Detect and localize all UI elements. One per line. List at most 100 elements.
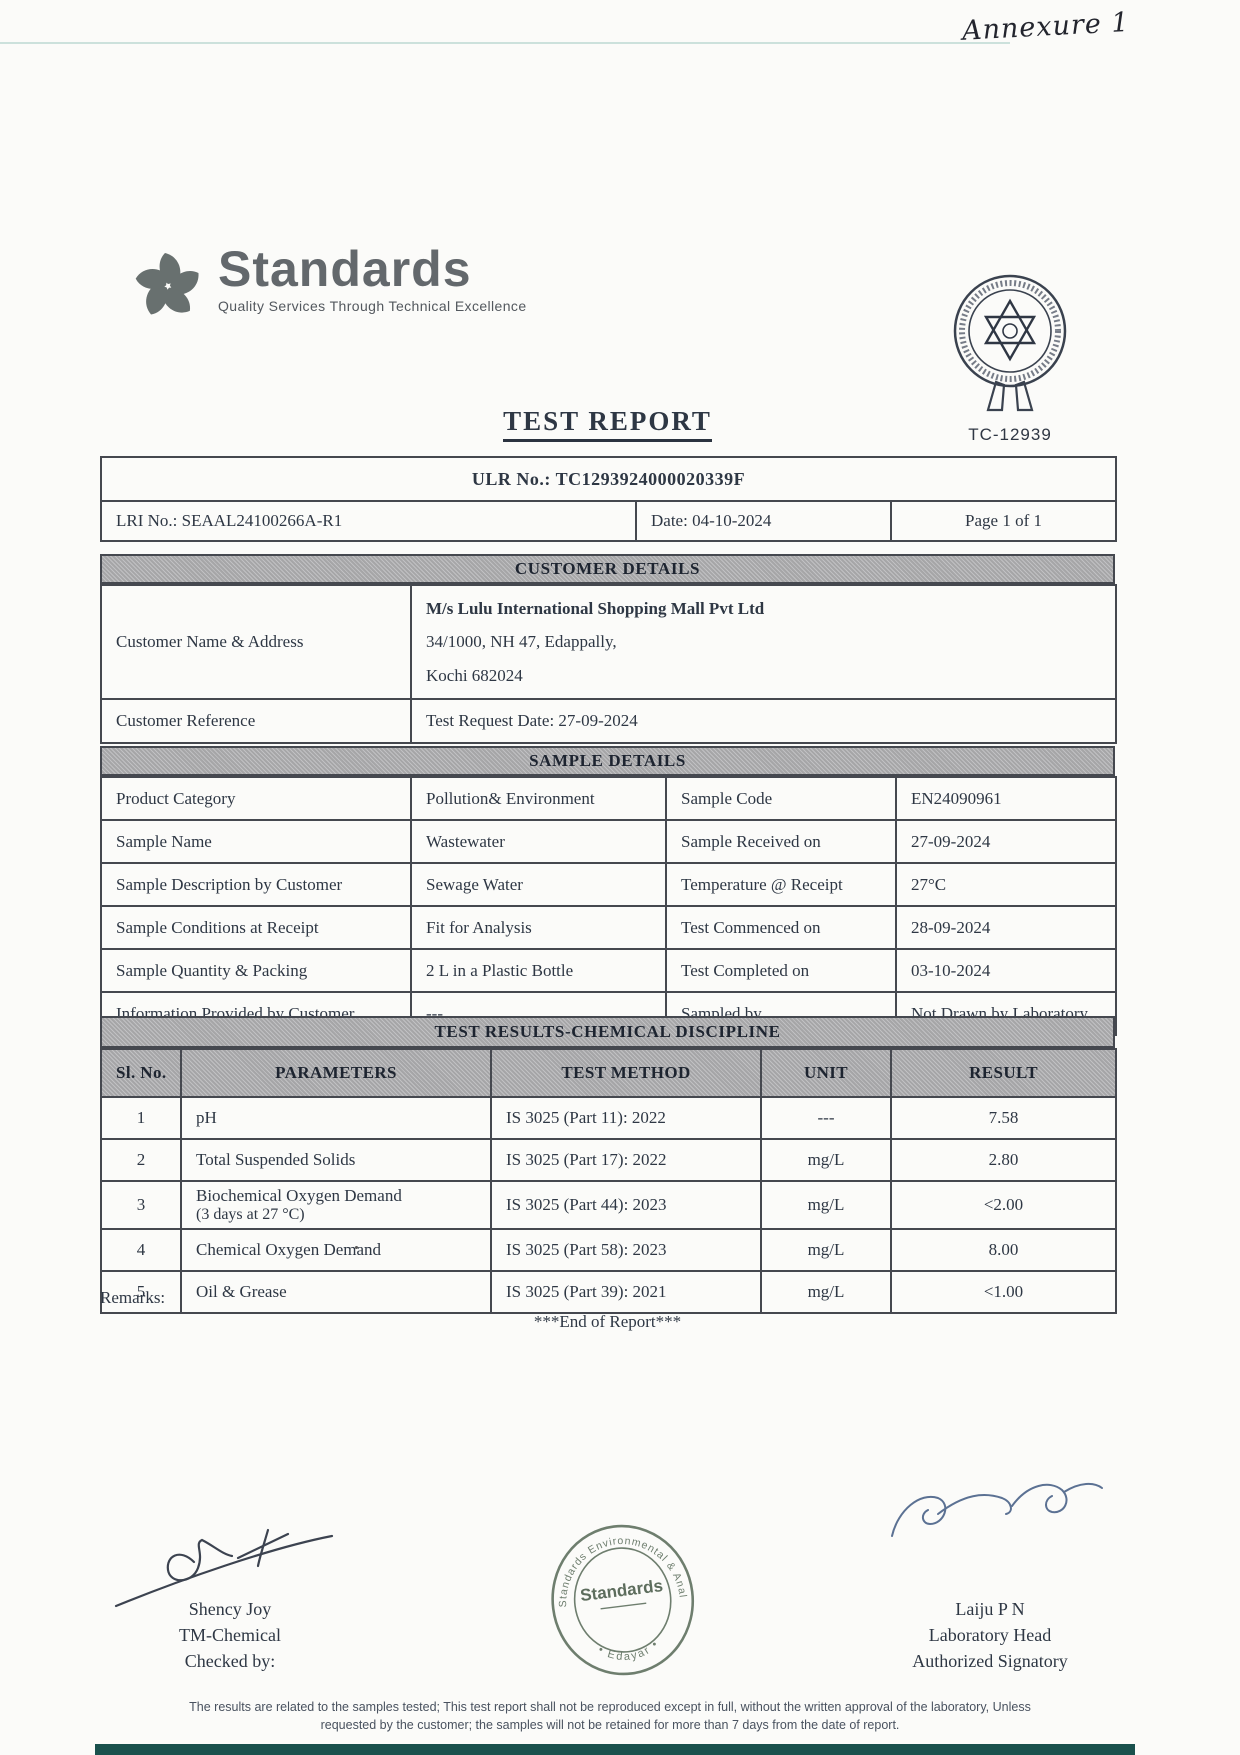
column-header-parameters: PARAMETERS	[180, 1048, 492, 1098]
authorized-signatory-block: Laiju P N Laboratory Head Authorized Sig…	[880, 1596, 1100, 1674]
customer-name-address: M/s Lulu International Shopping Mall Pvt…	[410, 584, 1117, 700]
report-title: TEST REPORT	[503, 406, 712, 442]
table-row: 2 Total Suspended Solids IS 3025 (Part 1…	[100, 1138, 1117, 1182]
sample-value: EN24090961	[895, 776, 1117, 821]
table-row: 4 Chemical Oxygen Demand IS 3025 (Part 5…	[100, 1228, 1117, 1272]
result-parameter: pH	[180, 1096, 492, 1140]
table-row: Sample Name Wastewater Sample Received o…	[100, 819, 1117, 864]
customer-reference-value: Test Request Date: 27-09-2024	[410, 698, 1117, 744]
sample-value: Fit for Analysis	[410, 905, 667, 950]
lab-logo: Standards Quality Services Through Techn…	[126, 244, 527, 328]
result-parameter: Chemical Oxygen Demand	[180, 1228, 492, 1272]
column-header-result: RESULT	[890, 1048, 1117, 1098]
page-indicator: Page 1 of 1	[889, 500, 1118, 542]
result-slno: 3	[100, 1180, 182, 1230]
scan-artifact-dot	[355, 1246, 358, 1249]
handwritten-annotation: Annexure 1	[961, 7, 1131, 47]
checked-by-block: Shency Joy TM-Chemical Checked by:	[120, 1596, 340, 1674]
table-row: 5 Oil & Grease IS 3025 (Part 39): 2021 m…	[100, 1270, 1117, 1314]
lri-number: LRI No.: SEAAL24100266A-R1	[100, 500, 637, 542]
table-row: Sample Quantity & Packing 2 L in a Plast…	[100, 948, 1117, 993]
customer-company-name: M/s Lulu International Shopping Mall Pvt…	[426, 599, 765, 619]
table-row: Sample Description by Customer Sewage Wa…	[100, 862, 1117, 907]
sample-value: 27°C	[895, 862, 1117, 907]
bottom-color-strip	[95, 1744, 1135, 1755]
scan-artifact-line	[0, 42, 1010, 44]
result-unit: mg/L	[760, 1270, 892, 1314]
table-row: 1 pH IS 3025 (Part 11): 2022 --- 7.58	[100, 1096, 1117, 1140]
sample-label: Sample Name	[100, 819, 412, 864]
signatory-caption: Checked by:	[184, 1651, 276, 1672]
result-value: <1.00	[890, 1270, 1117, 1314]
sample-value: 27-09-2024	[895, 819, 1117, 864]
result-parameter: Biochemical Oxygen Demand (3 days at 27 …	[180, 1180, 492, 1230]
result-method: IS 3025 (Part 58): 2023	[490, 1228, 762, 1272]
result-method: IS 3025 (Part 17): 2022	[490, 1138, 762, 1182]
remarks-label: Remarks:	[100, 1288, 166, 1307]
report-date: Date: 04-10-2024	[635, 500, 892, 542]
sample-label: Test Completed on	[665, 948, 897, 993]
logo-tagline: Quality Services Through Technical Excel…	[218, 298, 527, 314]
result-method: IS 3025 (Part 44): 2023	[490, 1180, 762, 1230]
sample-details-table: Product Category Pollution& Environment …	[100, 776, 1117, 1036]
result-value: 2.80	[890, 1138, 1117, 1182]
customer-details-table: Customer Name & Address M/s Lulu Interna…	[100, 584, 1117, 744]
customer-reference-label: Customer Reference	[100, 698, 412, 744]
end-of-report: ***End of Report***	[533, 1312, 682, 1331]
signatory-role: TM-Chemical	[179, 1625, 281, 1646]
column-header-slno: Sl. No.	[100, 1048, 182, 1098]
customer-address-line1: 34/1000, NH 47, Edappally,	[426, 632, 617, 652]
sample-value: Sewage Water	[410, 862, 667, 907]
result-value: <2.00	[890, 1180, 1117, 1230]
test-results-table: Sl. No. PARAMETERS TEST METHOD UNIT RESU…	[100, 1048, 1117, 1314]
sample-label: Sample Quantity & Packing	[100, 948, 412, 993]
sample-label: Product Category	[100, 776, 412, 821]
sample-value: Wastewater	[410, 819, 667, 864]
customer-name-label: Customer Name & Address	[100, 584, 412, 700]
sample-label: Sample Conditions at Receipt	[100, 905, 412, 950]
signatory-caption: Authorized Signatory	[912, 1651, 1068, 1672]
sample-value: 28-09-2024	[895, 905, 1117, 950]
result-slno: 2	[100, 1138, 182, 1182]
table-row: Sample Conditions at Receipt Fit for Ana…	[100, 905, 1117, 950]
signatory-role: Laboratory Head	[928, 1625, 1052, 1646]
lab-round-stamp: Standards Environmental & Analytical Lab…	[534, 1506, 708, 1691]
result-unit: mg/L	[760, 1138, 892, 1182]
sample-details-header: SAMPLE DETAILS	[100, 746, 1115, 776]
result-unit: ---	[760, 1096, 892, 1140]
svg-text:• Edayar •: • Edayar •	[595, 1637, 664, 1667]
signatory-name: Laiju P N	[955, 1599, 1025, 1619]
result-method: IS 3025 (Part 39): 2021	[490, 1270, 762, 1314]
sample-value: 2 L in a Plastic Bottle	[410, 948, 667, 993]
column-header-method: TEST METHOD	[490, 1048, 762, 1098]
sample-value: 03-10-2024	[895, 948, 1117, 993]
table-row: 3 Biochemical Oxygen Demand (3 days at 2…	[100, 1180, 1117, 1230]
seal-certificate-number: TC-12939	[968, 425, 1052, 444]
result-slno: 5	[100, 1270, 182, 1314]
sample-label: Test Commenced on	[665, 905, 897, 950]
result-unit: mg/L	[760, 1180, 892, 1230]
column-header-unit: UNIT	[760, 1048, 892, 1098]
svg-text:Standards: Standards	[579, 1576, 664, 1605]
sample-label: Temperature @ Receipt	[665, 862, 897, 907]
authorized-signature	[891, 1482, 1103, 1537]
report-meta-table: ULR No.: TC1293924000020339F LRI No.: SE…	[99, 456, 1118, 542]
result-value: 7.58	[890, 1096, 1117, 1140]
accreditation-seal-icon	[953, 274, 1067, 412]
lab-round-stamp-icon: Standards Environmental & Analytical Lab…	[534, 1506, 695, 1676]
disclaimer-line2: requested by the customer; the samples w…	[320, 1718, 900, 1733]
result-slno: 1	[100, 1096, 182, 1140]
table-header-row: Sl. No. PARAMETERS TEST METHOD UNIT RESU…	[100, 1048, 1117, 1098]
result-slno: 4	[100, 1228, 182, 1272]
disclaimer-line1: The results are related to the samples t…	[189, 1700, 1031, 1714]
report-disclaimer: The results are related to the samples t…	[60, 1698, 1160, 1734]
pinwheel-logo-icon	[135, 253, 199, 315]
result-unit: mg/L	[760, 1228, 892, 1272]
table-row: Product Category Pollution& Environment …	[100, 776, 1117, 821]
customer-address-line2: Kochi 682024	[426, 665, 523, 685]
logo-text: Standards	[218, 241, 472, 297]
signatory-name: Shency Joy	[188, 1599, 272, 1619]
accreditation-seal: TC-12939	[942, 268, 1078, 445]
result-value: 8.00	[890, 1228, 1117, 1272]
sample-label: Sample Code	[665, 776, 897, 821]
